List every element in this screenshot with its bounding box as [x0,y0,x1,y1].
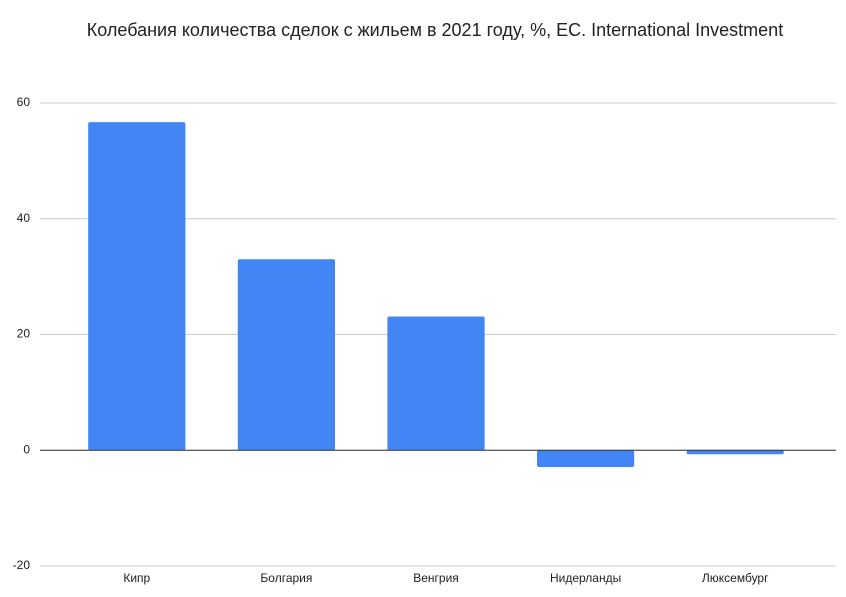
x-tick-label: Кипр [123,571,150,585]
bar [686,450,784,455]
chart-title: Колебания количества сделок с жильем в 2… [87,20,783,40]
bar [536,450,635,468]
y-tick-label: 0 [23,442,30,456]
x-tick-label: Люксембург [702,571,769,585]
y-tick-label: -20 [13,558,31,572]
y-tick-label: 40 [17,211,31,225]
x-tick-label: Венгрия [413,571,459,585]
bar [88,122,186,451]
bar [387,316,485,451]
x-tick-label: Нидерланды [550,571,621,585]
y-tick-label: 20 [17,327,31,341]
bar [237,259,336,451]
x-tick-label: Болгария [260,571,312,585]
y-tick-label: 60 [17,95,31,109]
